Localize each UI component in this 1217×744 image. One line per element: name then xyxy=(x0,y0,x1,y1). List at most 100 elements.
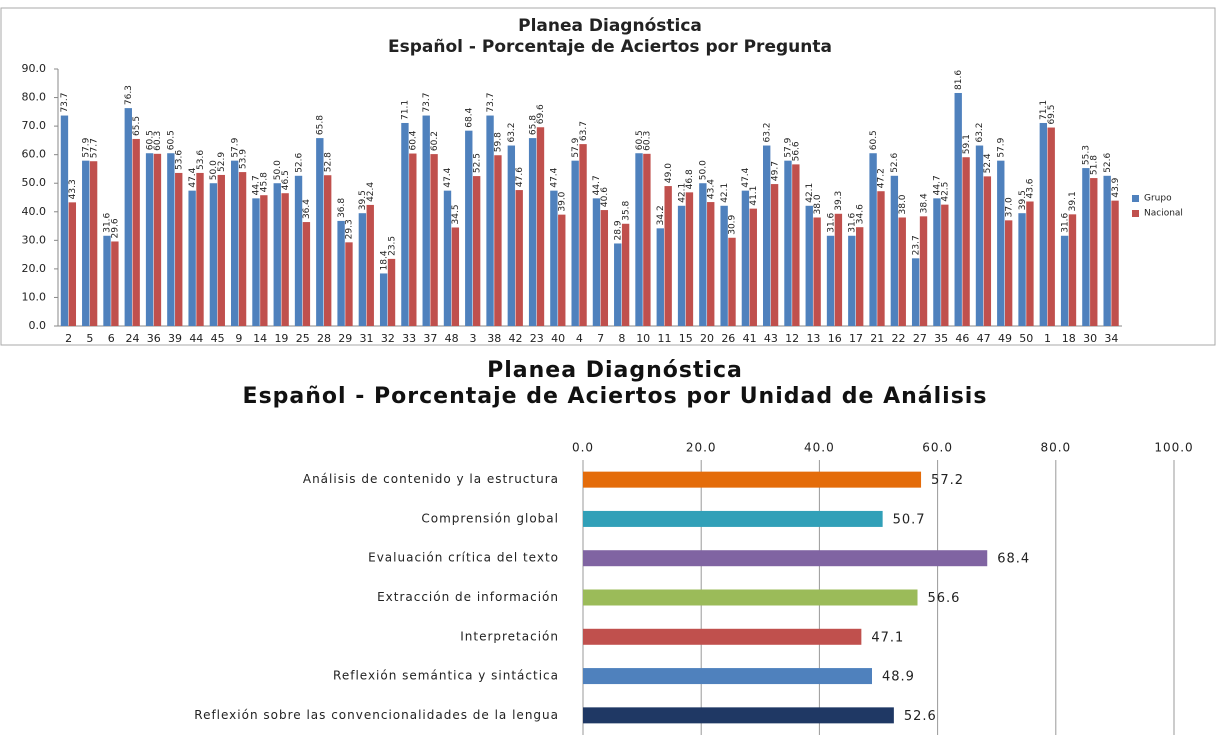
x-tick-label: 29 xyxy=(338,332,352,345)
data-label: 57.9 xyxy=(997,137,1007,157)
bar xyxy=(153,153,162,326)
data-label: 29.3 xyxy=(345,219,355,239)
chart-subtitle: Español - Porcentaje de Aciertos por Uni… xyxy=(242,384,988,409)
data-label: 45.8 xyxy=(260,172,270,192)
data-label: 81.6 xyxy=(954,70,964,90)
bar xyxy=(741,190,750,326)
bar xyxy=(1103,175,1111,326)
data-label: 60.5 xyxy=(145,130,155,150)
data-label: 36.4 xyxy=(302,199,312,219)
data-label: 52.6 xyxy=(1103,152,1113,172)
data-label: 57.9 xyxy=(81,137,91,157)
bar xyxy=(1018,213,1026,326)
data-label: 43.4 xyxy=(706,179,716,199)
data-label: 53.9 xyxy=(238,149,248,169)
data-label: 39.3 xyxy=(834,191,844,211)
data-label: 42.4 xyxy=(366,182,376,202)
category-label: Interpretación xyxy=(460,629,559,643)
bar xyxy=(132,138,140,326)
x-tick-label: 12 xyxy=(785,332,799,345)
data-label: 38.4 xyxy=(919,193,929,213)
data-label: 43.3 xyxy=(68,179,78,199)
bar xyxy=(707,202,715,326)
data-label: 47.4 xyxy=(443,167,453,187)
x-tick-label: 43 xyxy=(764,332,778,345)
x-tick-label: 21 xyxy=(870,332,884,345)
legend-swatch xyxy=(1132,210,1139,217)
data-label: 47.2 xyxy=(877,168,887,188)
data-label: 52.8 xyxy=(323,152,333,172)
y-tick-label: 80.0 xyxy=(22,91,47,104)
data-label: 49.0 xyxy=(664,163,674,183)
y-tick-label: 90.0 xyxy=(22,62,47,75)
bar xyxy=(175,172,183,326)
data-label: 63.7 xyxy=(579,121,589,141)
bar xyxy=(1111,200,1119,326)
legend-label: Grupo xyxy=(1144,194,1172,204)
x-tick-label: 30 xyxy=(1083,332,1097,345)
category-label: Evaluación crítica del texto xyxy=(368,551,559,565)
data-label: 57.9 xyxy=(784,137,794,157)
x-tick-label: 42 xyxy=(509,332,523,345)
data-label: 34.2 xyxy=(656,205,666,225)
data-label: 44.7 xyxy=(933,175,943,195)
x-tick-label: 11 xyxy=(657,332,671,345)
bar xyxy=(856,227,864,326)
bar xyxy=(784,160,792,326)
x-tick-label: 23 xyxy=(530,332,544,345)
category-label: Reflexión sobre las convencionalidades d… xyxy=(194,708,559,722)
data-label: 53.6 xyxy=(174,150,184,170)
data-label: 56.6 xyxy=(792,141,802,161)
data-label: 38.0 xyxy=(813,194,823,214)
data-label: 23.5 xyxy=(387,236,397,256)
data-label: 47.4 xyxy=(188,167,198,187)
bar xyxy=(621,223,630,326)
bar xyxy=(443,190,452,326)
x-tick-label: 4 xyxy=(576,332,583,345)
x-tick-label: 27 xyxy=(913,332,927,345)
bar xyxy=(583,628,862,645)
data-label: 47.4 xyxy=(741,167,751,187)
x-tick-label: 19 xyxy=(274,332,288,345)
x-tick-label: 80.0 xyxy=(1040,441,1071,455)
x-tick-label: 2 xyxy=(65,332,72,345)
data-label: 57.7 xyxy=(89,138,99,158)
data-label: 40.6 xyxy=(600,187,610,207)
bar xyxy=(111,241,119,326)
y-tick-label: 40.0 xyxy=(22,205,47,218)
x-tick-label: 7 xyxy=(597,332,604,345)
data-label: 55.3 xyxy=(1082,145,1092,165)
x-tick-label: 14 xyxy=(253,332,267,345)
bar xyxy=(422,115,430,326)
bar xyxy=(1047,127,1055,327)
bar xyxy=(997,160,1005,326)
bar xyxy=(770,184,779,326)
y-tick-label: 30.0 xyxy=(22,233,47,246)
data-label: 60.3 xyxy=(643,131,653,151)
x-tick-label: 50 xyxy=(1019,332,1033,345)
x-tick-label: 20.0 xyxy=(686,441,717,455)
bar xyxy=(898,217,906,326)
bar xyxy=(933,198,941,326)
bar xyxy=(890,175,899,326)
data-label: 60.5 xyxy=(635,130,645,150)
bar xyxy=(472,176,481,326)
y-tick-label: 50.0 xyxy=(22,176,47,189)
bar xyxy=(699,183,707,326)
bar xyxy=(430,154,438,326)
data-label: 34.6 xyxy=(855,204,865,224)
data-label: 50.0 xyxy=(273,160,283,180)
x-tick-label: 16 xyxy=(828,332,842,345)
data-label: 60.3 xyxy=(153,131,163,151)
x-tick-label: 5 xyxy=(86,332,93,345)
x-tick-label: 18 xyxy=(1062,332,1076,345)
data-label: 52.6 xyxy=(890,152,900,172)
y-tick-label: 10.0 xyxy=(22,290,47,303)
data-label: 38.0 xyxy=(898,194,908,214)
data-label: 50.7 xyxy=(893,512,926,527)
data-label: 41.1 xyxy=(749,186,759,206)
data-label: 28.9 xyxy=(613,220,623,240)
bar xyxy=(592,198,601,326)
bar xyxy=(294,175,303,326)
data-label: 73.7 xyxy=(422,92,432,112)
